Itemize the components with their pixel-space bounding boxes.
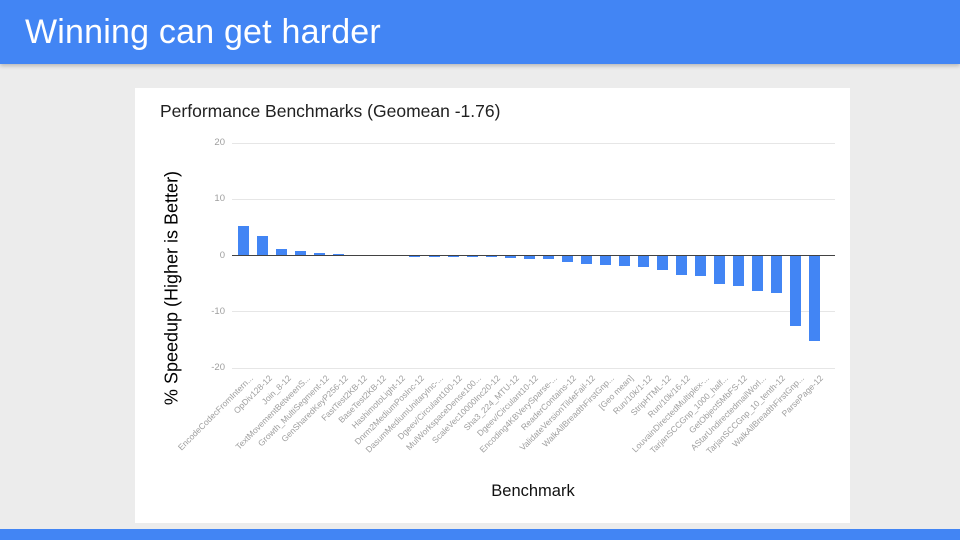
chart-card: Performance Benchmarks (Geomean -1.76) %… — [135, 88, 850, 523]
gridline — [232, 142, 835, 144]
bar — [694, 256, 706, 276]
bar — [618, 256, 630, 266]
bar — [466, 256, 478, 257]
bar — [523, 256, 535, 259]
bar — [314, 253, 326, 255]
gridline — [232, 367, 835, 369]
bar — [485, 256, 497, 258]
bar — [770, 256, 782, 294]
bar — [561, 256, 573, 262]
x-axis-title: Benchmark — [491, 482, 575, 500]
bar — [599, 256, 611, 266]
y-tick-label: -10 — [211, 305, 225, 317]
bar — [276, 249, 288, 255]
bar — [504, 256, 516, 259]
bar — [238, 225, 250, 255]
slide-header: Winning can get harder — [0, 0, 960, 64]
bar — [447, 256, 459, 257]
slide-title: Winning can get harder — [25, 12, 381, 51]
bar — [675, 256, 687, 276]
bar — [656, 256, 668, 271]
bar — [580, 256, 592, 264]
chart-title: Performance Benchmarks (Geomean -1.76) — [160, 101, 501, 121]
gridline — [232, 198, 835, 200]
bar — [789, 256, 801, 327]
bar — [713, 256, 725, 285]
bar — [333, 254, 345, 255]
slide-footer — [0, 529, 960, 540]
bar — [637, 256, 649, 267]
bar — [542, 256, 554, 260]
bar — [295, 251, 307, 255]
bar — [808, 256, 820, 341]
bar — [257, 235, 269, 255]
bar — [751, 256, 763, 292]
y-tick-label: 10 — [214, 193, 225, 205]
y-tick-label: 0 — [219, 249, 225, 261]
y-tick-label: 20 — [214, 137, 225, 148]
bar — [732, 256, 744, 287]
x-axis-line — [232, 255, 835, 256]
gridline — [232, 311, 835, 313]
y-tick-label: -20 — [211, 362, 225, 373]
